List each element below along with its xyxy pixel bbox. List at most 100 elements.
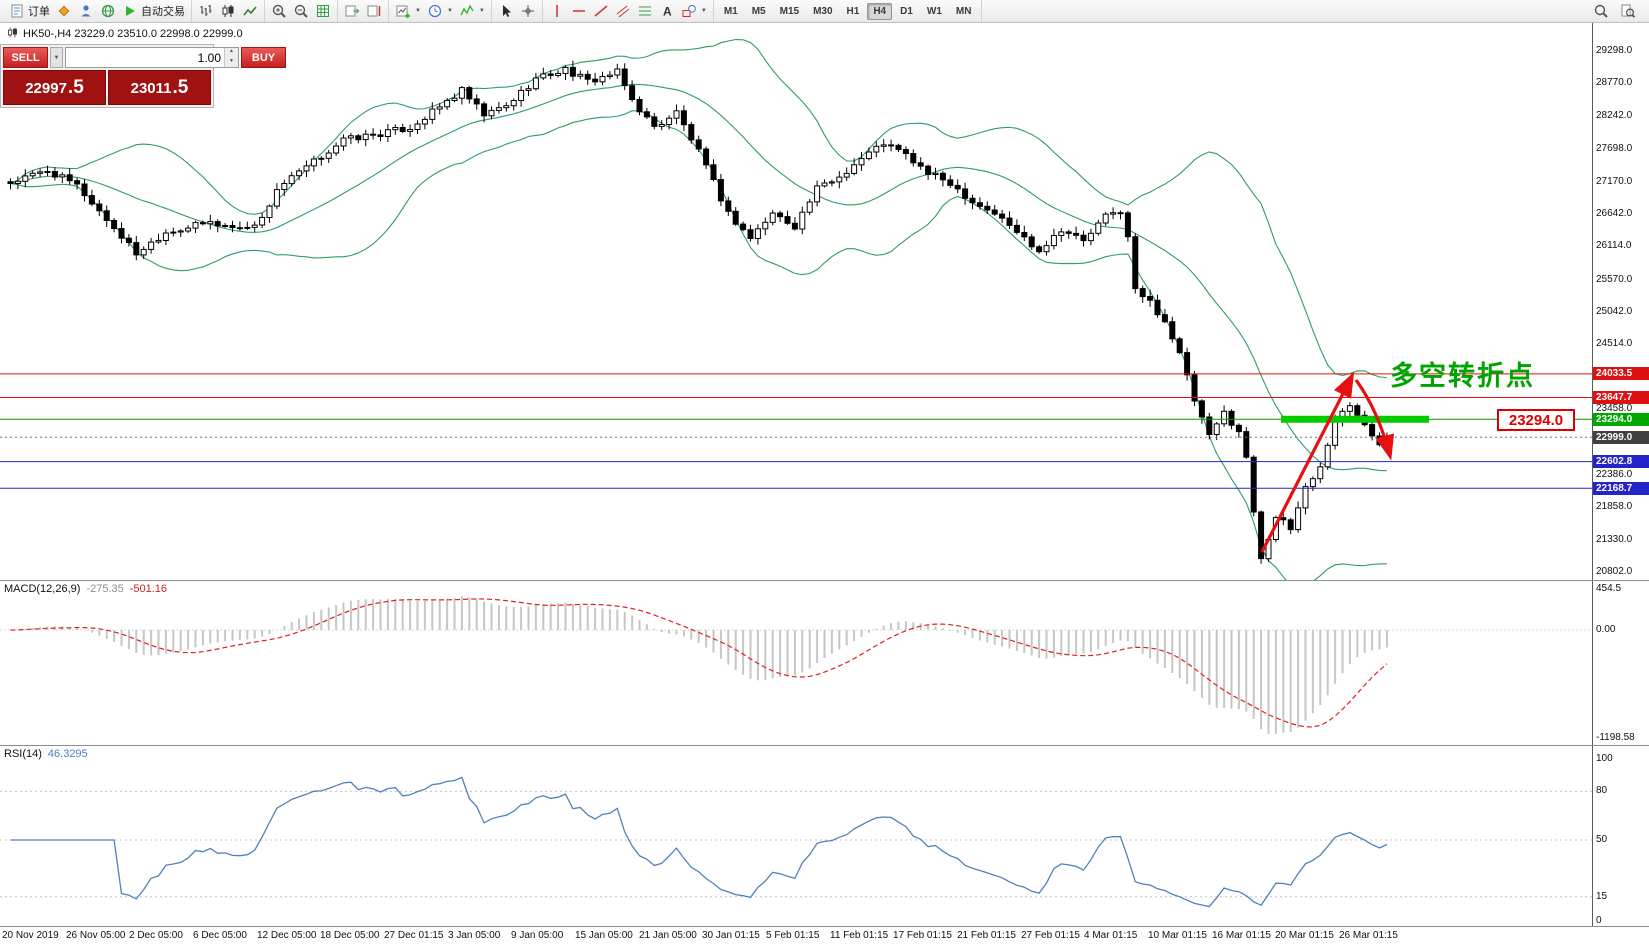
- order-options-dropdown[interactable]: ▼: [50, 47, 63, 68]
- period-button[interactable]: ▼: [425, 2, 455, 20]
- buy-button[interactable]: BUY: [241, 47, 286, 68]
- data-window-button[interactable]: [1618, 2, 1638, 20]
- market-button[interactable]: [54, 2, 74, 20]
- data-window-icon: [1621, 4, 1636, 18]
- toolbar-group: [338, 0, 389, 22]
- rsi-value: 46.3295: [47, 748, 88, 760]
- price-label: 21330.0: [1596, 534, 1633, 545]
- timeframe-group: M1 M5 M15 M30 H1 H4 D1 W1 MN: [714, 0, 983, 22]
- community-button[interactable]: [98, 2, 118, 20]
- bar-chart-button[interactable]: [196, 2, 216, 20]
- price-level-label: 23647.7: [1593, 391, 1649, 404]
- channel-icon: [616, 5, 630, 18]
- new-order-button-label: 订单: [28, 6, 50, 18]
- shapes-button[interactable]: ▼: [679, 2, 709, 20]
- volume-down-button[interactable]: ▼: [225, 57, 238, 67]
- rsi-panel[interactable]: RSI(14) 46.3295 100 80 50 15 0: [0, 745, 1649, 926]
- market-watch-button[interactable]: [313, 2, 333, 20]
- time-label: 15 Jan 05:00: [575, 930, 633, 941]
- horizontal-line-button[interactable]: [569, 2, 589, 20]
- time-label: 6 Dec 05:00: [193, 930, 247, 941]
- autotrading-button-label: 自动交易: [141, 6, 185, 18]
- chart-shift-button[interactable]: [364, 2, 384, 20]
- svg-text:A: A: [663, 5, 672, 19]
- level-lines: [0, 373, 1592, 489]
- zoom-in-button[interactable]: [269, 2, 289, 20]
- candlestick-chart-button[interactable]: [218, 2, 238, 20]
- zoom-out-icon: [294, 4, 308, 18]
- time-label: 27 Dec 01:15: [384, 930, 444, 941]
- auto-scroll-icon: [345, 5, 360, 17]
- rsi-canvas[interactable]: [0, 746, 1592, 927]
- macd-panel[interactable]: MACD(12,26,9) -275.35 -501.16 454.5 0.00 -…: [0, 580, 1649, 745]
- chevron-down-icon[interactable]: ▼: [700, 8, 707, 14]
- turning-point-annotation: 多空转折点: [1390, 361, 1535, 391]
- symbol-ohlc-text: HK50-,H4 23229.0 23510.0 22998.0 22999.0: [23, 28, 243, 40]
- price-level-label: 24033.5: [1593, 367, 1649, 380]
- timeframe-m1[interactable]: M1: [723, 5, 738, 17]
- crosshair-button[interactable]: [518, 2, 538, 20]
- rsi-axis-label: 100: [1596, 753, 1613, 764]
- price-label: 22386.0: [1596, 469, 1633, 480]
- chevron-down-icon[interactable]: ▼: [415, 8, 421, 14]
- volume-input[interactable]: [66, 48, 224, 67]
- macd-name: MACD(12,26,9): [4, 583, 81, 595]
- line-chart-icon: [243, 6, 257, 16]
- one-click-trading-panel: SELL ▼ ▲ ▼ BUY 22997 .5 23011 .5: [0, 44, 286, 108]
- time-label: 17 Feb 01:15: [893, 930, 952, 941]
- timeframe-d1[interactable]: D1: [900, 5, 913, 17]
- timeframe-w1[interactable]: W1: [926, 5, 942, 17]
- macd-axis[interactable]: 454.5 0.00 -1198.58: [1592, 581, 1649, 745]
- auto-scroll-button[interactable]: [342, 2, 362, 20]
- timeframe-h4[interactable]: H4: [867, 2, 893, 20]
- sell-price-button[interactable]: 22997 .5: [3, 70, 106, 105]
- time-label: 27 Feb 01:15: [1021, 930, 1080, 941]
- trendline-button[interactable]: [591, 2, 611, 20]
- sell-button[interactable]: SELL: [3, 47, 48, 68]
- search-button[interactable]: [1591, 2, 1611, 20]
- time-axis[interactable]: 20 Nov 2019 26 Nov 05:00 2 Dec 05:00 6 Dec …: [0, 926, 1649, 944]
- new-order-button[interactable]: 订单: [7, 2, 52, 20]
- sell-price-frac: .5: [67, 77, 84, 98]
- price-label: 29298.0: [1596, 45, 1633, 56]
- new-chart-button[interactable]: ▼: [393, 2, 423, 20]
- main-chart-canvas[interactable]: [0, 23, 1592, 580]
- cursor-button[interactable]: [496, 2, 516, 20]
- sell-price-main: 22997: [25, 80, 67, 97]
- toolbar-group: [192, 0, 265, 22]
- toolbar-group: [492, 0, 543, 22]
- new-order-icon: [11, 4, 23, 18]
- macd-signal-line: [10, 598, 1388, 728]
- buy-price-button[interactable]: 23011 .5: [108, 70, 211, 105]
- text-button[interactable]: A: [657, 2, 677, 20]
- price-chart-panel[interactable]: 29298.0 28770.0 28242.0 27698.0 27170.0 26642…: [0, 23, 1649, 580]
- chevron-down-icon[interactable]: ▼: [446, 8, 453, 14]
- autotrading-icon: [126, 6, 135, 16]
- signals-button[interactable]: [76, 2, 96, 20]
- rsi-axis[interactable]: 100 80 50 15 0: [1592, 746, 1649, 926]
- volume-stepper: ▲ ▼: [224, 48, 238, 67]
- trendline-icon: [594, 5, 608, 17]
- timeframe-m15[interactable]: M15: [779, 5, 800, 17]
- macd-canvas[interactable]: [0, 581, 1592, 746]
- chevron-down-icon[interactable]: ▼: [478, 8, 485, 14]
- timeframe-h1[interactable]: H1: [846, 5, 860, 17]
- timeframe-m30[interactable]: M30: [813, 5, 833, 17]
- autotrading-button[interactable]: 自动交易: [120, 2, 187, 20]
- line-chart-button[interactable]: [240, 2, 260, 20]
- channel-button[interactable]: [613, 2, 633, 20]
- timeframe-m5[interactable]: M5: [751, 5, 766, 17]
- buy-price-frac: .5: [172, 77, 189, 98]
- period-icon: [428, 4, 442, 18]
- rsi-axis-label: 80: [1596, 785, 1608, 796]
- timeframe-mn[interactable]: MN: [955, 5, 972, 17]
- zoom-out-button[interactable]: [291, 2, 311, 20]
- vertical-line-button[interactable]: [547, 2, 567, 20]
- indicators-button[interactable]: ▼: [457, 2, 487, 20]
- crosshair-icon: [521, 5, 534, 17]
- chart-icon: [8, 27, 17, 38]
- volume-up-button[interactable]: ▲: [225, 48, 238, 58]
- time-label: 20 Mar 01:15: [1275, 930, 1334, 941]
- fibonacci-button[interactable]: [635, 2, 655, 20]
- price-axis[interactable]: 29298.0 28770.0 28242.0 27698.0 27170.0 26642…: [1592, 23, 1649, 580]
